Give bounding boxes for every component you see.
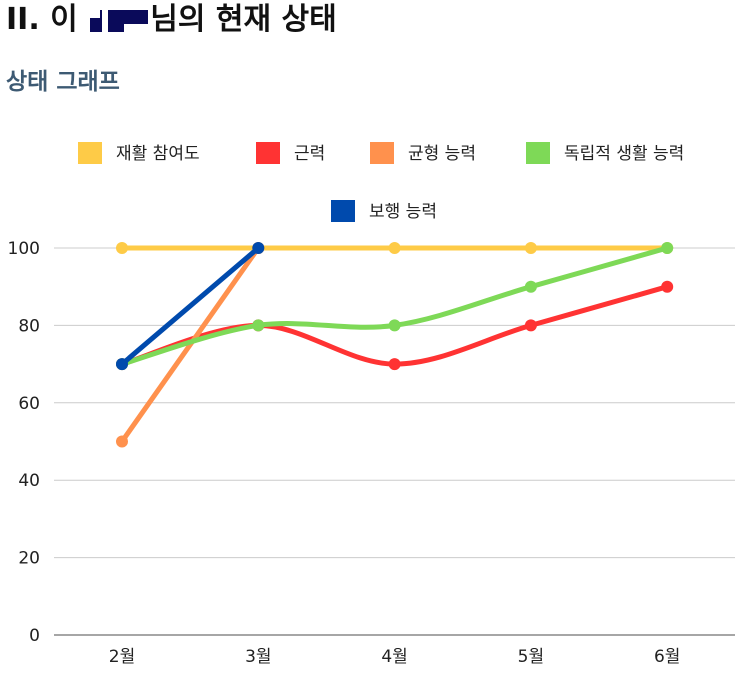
x-axis-ticks: 2월 3월 4월 5월 6월: [109, 647, 681, 667]
legend-label: 재활 참여도: [116, 144, 200, 164]
data-point: [252, 242, 265, 254]
data-point: [388, 242, 401, 254]
section-title: 상태 그래프: [6, 69, 120, 95]
legend-swatch: [256, 142, 280, 164]
data-point: [524, 319, 537, 332]
data-point: [524, 280, 537, 293]
page-title: II. 이 님의 현재 상태: [6, 0, 337, 40]
legend-label: 보행 능력: [369, 202, 437, 222]
legend-label: 독립적 생활 능력: [564, 144, 684, 164]
page-title-prefix: II. 이: [6, 2, 78, 37]
page-title-suffix: 님의 현재 상태: [150, 2, 337, 37]
redacted-name-block: [90, 9, 149, 32]
x-tick-label: 6월: [654, 647, 680, 667]
series-group: [116, 242, 674, 254]
data-point: [252, 319, 265, 332]
data-point: [388, 319, 401, 332]
data-point: [661, 280, 674, 293]
legend-label: 균형 능력: [408, 144, 476, 164]
y-tick-label: 60: [18, 394, 40, 414]
legend-swatch: [526, 142, 550, 164]
y-tick-label: 100: [8, 239, 40, 259]
y-tick-label: 20: [18, 549, 40, 569]
legend-swatch: [78, 142, 102, 164]
legend-swatch: [370, 142, 394, 164]
data-point: [388, 358, 401, 371]
x-tick-label: 4월: [381, 647, 407, 667]
y-tick-label: 0: [29, 626, 40, 646]
legend-swatch: [331, 200, 355, 222]
chart-series: [116, 242, 674, 448]
x-tick-label: 2월: [109, 647, 135, 667]
data-point: [116, 242, 128, 254]
x-tick-label: 5월: [518, 647, 544, 667]
series-group: [116, 242, 674, 371]
series-line: [119, 245, 261, 444]
series-line: [119, 245, 670, 367]
data-point: [116, 435, 128, 448]
data-point: [116, 358, 128, 371]
series-line: [119, 245, 261, 367]
y-tick-label: 40: [18, 471, 40, 491]
series-group: [116, 242, 265, 448]
data-point: [661, 242, 674, 254]
y-axis-ticks: 0 20 40 60 80 100: [8, 239, 40, 646]
x-tick-label: 3월: [245, 647, 271, 667]
y-tick-label: 80: [18, 316, 40, 336]
data-point: [524, 242, 537, 254]
series-group: [116, 242, 265, 371]
chart-gridlines: [54, 247, 735, 636]
legend-label: 근력: [294, 144, 325, 164]
